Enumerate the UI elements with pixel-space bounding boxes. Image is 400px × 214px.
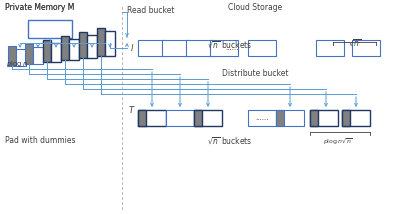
FancyBboxPatch shape — [316, 40, 344, 56]
FancyBboxPatch shape — [352, 40, 380, 56]
FancyBboxPatch shape — [138, 110, 166, 126]
FancyBboxPatch shape — [162, 40, 190, 56]
Text: $\mathit{l}$: $\mathit{l}$ — [130, 42, 134, 52]
FancyBboxPatch shape — [61, 36, 69, 60]
Text: $T$: $T$ — [128, 104, 136, 114]
FancyBboxPatch shape — [138, 110, 146, 126]
FancyBboxPatch shape — [310, 110, 318, 126]
FancyBboxPatch shape — [310, 110, 338, 126]
FancyBboxPatch shape — [138, 40, 166, 56]
Text: Distribute bucket: Distribute bucket — [222, 69, 288, 78]
Text: $p\log n$: $p\log n$ — [6, 59, 28, 69]
Text: Read bucket: Read bucket — [127, 6, 174, 15]
FancyBboxPatch shape — [342, 110, 350, 126]
FancyBboxPatch shape — [8, 46, 16, 66]
Text: $\sqrt{n}$: $\sqrt{n}$ — [348, 37, 362, 48]
FancyBboxPatch shape — [194, 110, 202, 126]
Text: Cloud Storage: Cloud Storage — [228, 3, 282, 12]
FancyBboxPatch shape — [33, 47, 43, 64]
FancyBboxPatch shape — [248, 40, 276, 56]
FancyBboxPatch shape — [25, 44, 33, 64]
FancyBboxPatch shape — [186, 40, 214, 56]
FancyBboxPatch shape — [105, 31, 115, 56]
FancyBboxPatch shape — [69, 39, 79, 60]
FancyBboxPatch shape — [248, 110, 276, 126]
FancyBboxPatch shape — [276, 110, 284, 126]
FancyBboxPatch shape — [51, 43, 61, 62]
Text: $\sqrt{n}$ buckets: $\sqrt{n}$ buckets — [207, 135, 253, 146]
Text: Pad with dummies: Pad with dummies — [5, 136, 76, 145]
Text: Private Memory M: Private Memory M — [5, 3, 74, 12]
FancyBboxPatch shape — [276, 110, 304, 126]
Text: $\sqrt{n}$ buckets: $\sqrt{n}$ buckets — [207, 39, 253, 50]
FancyBboxPatch shape — [16, 49, 26, 66]
Text: ......: ...... — [225, 45, 239, 51]
FancyBboxPatch shape — [342, 110, 370, 126]
FancyBboxPatch shape — [97, 28, 105, 56]
FancyBboxPatch shape — [194, 110, 222, 126]
FancyBboxPatch shape — [28, 20, 72, 38]
FancyBboxPatch shape — [43, 40, 51, 62]
Text: $p\log n\sqrt{n}$: $p\log n\sqrt{n}$ — [323, 137, 353, 147]
FancyBboxPatch shape — [210, 40, 238, 56]
FancyBboxPatch shape — [87, 35, 97, 58]
FancyBboxPatch shape — [79, 32, 87, 58]
Text: ......: ...... — [255, 115, 269, 121]
Text: Private Memory M: Private Memory M — [5, 3, 74, 12]
FancyBboxPatch shape — [166, 110, 194, 126]
